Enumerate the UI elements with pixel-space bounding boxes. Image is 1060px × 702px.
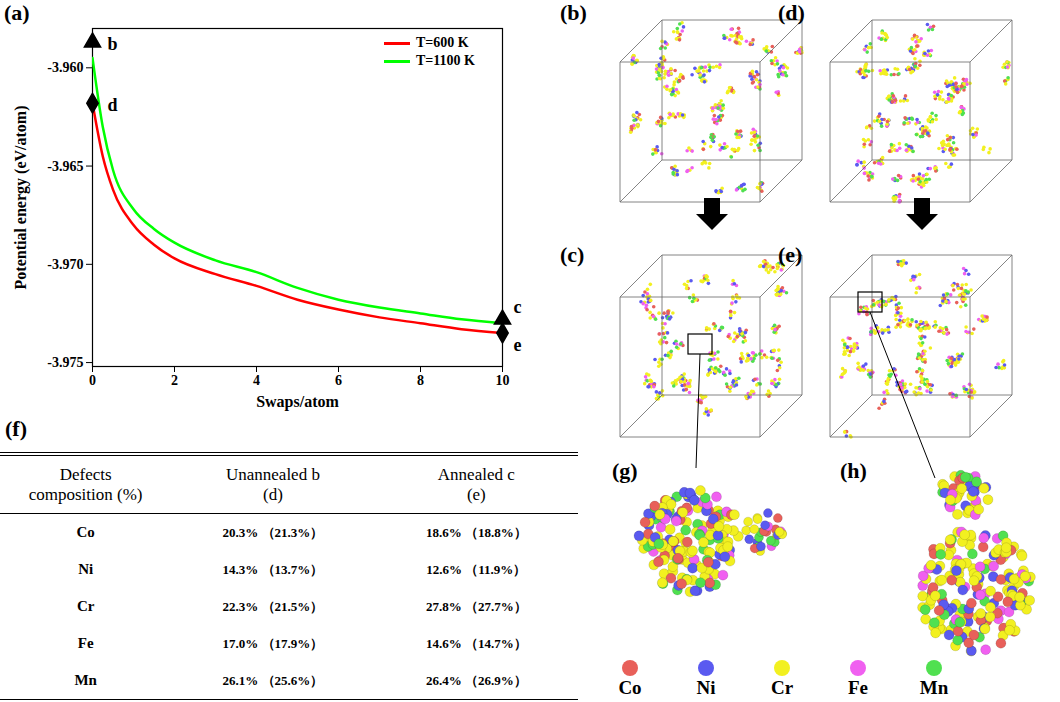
svg-text:6: 6 xyxy=(335,373,342,388)
html-text:27.8% （27.7%）: 27.8% （27.7%） xyxy=(425,598,527,614)
html-text:20.3% （21.3%）: 20.3% （21.3%） xyxy=(222,524,324,540)
svg-text:0: 0 xyxy=(89,373,96,388)
html-text:Co: Co xyxy=(76,524,95,540)
svg-text:(g): (g) xyxy=(612,458,638,483)
svg-text:10: 10 xyxy=(496,373,510,388)
html-text:Annealed c (e): Annealed c (e) xyxy=(437,464,515,504)
html-text:T=1100 K: T=1100 K xyxy=(416,53,475,68)
svg-text:8: 8 xyxy=(417,373,424,388)
html-text:14.3% （13.7%）: 14.3% （13.7%） xyxy=(222,561,324,577)
svg-text:e: e xyxy=(514,335,522,355)
svg-text:-3.975: -3.975 xyxy=(47,355,83,370)
html-text:26.1% （25.6%）: 26.1% （25.6%） xyxy=(222,672,324,688)
svg-text:4: 4 xyxy=(253,373,260,388)
html-text:(a): (a) xyxy=(4,0,30,25)
svg-text:Co: Co xyxy=(618,677,641,698)
html-text:Cr: Cr xyxy=(76,598,95,614)
svg-text:Fe: Fe xyxy=(848,677,868,698)
svg-text:2: 2 xyxy=(171,373,178,388)
svg-text:-3.970: -3.970 xyxy=(47,257,83,272)
html-text:12.6% （11.9%）: 12.6% （11.9%） xyxy=(426,561,527,577)
html-text:T=600 K: T=600 K xyxy=(416,35,469,50)
html-text:18.6% （18.8%）: 18.6% （18.8%） xyxy=(425,524,527,540)
html-text:Ni: Ni xyxy=(78,561,94,577)
html-text:22.3% （21.5%）: 22.3% （21.5%） xyxy=(222,598,324,614)
html-text:Mn: Mn xyxy=(74,672,97,688)
html-text:14.6% （14.7%）: 14.6% （14.7%） xyxy=(425,635,527,651)
svg-text:b: b xyxy=(107,34,117,54)
svg-text:(b): (b) xyxy=(560,0,587,25)
svg-text:(e): (e) xyxy=(778,242,802,267)
svg-text:Swaps/atom: Swaps/atom xyxy=(256,393,339,411)
svg-text:Cr: Cr xyxy=(771,677,794,698)
svg-text:c: c xyxy=(514,297,522,317)
svg-text:Potential energy (eV/atom): Potential energy (eV/atom) xyxy=(12,106,30,290)
svg-text:d: d xyxy=(107,95,117,115)
svg-text:(h): (h) xyxy=(840,458,867,483)
svg-text:Mn: Mn xyxy=(920,677,949,698)
html-text:Unannealed b (d): Unannealed b (d) xyxy=(226,464,320,504)
svg-text:Ni: Ni xyxy=(697,677,716,698)
html-text:Defects composition (%): Defects composition (%) xyxy=(28,464,143,504)
html-text:(f): (f) xyxy=(5,416,27,441)
svg-text:(d): (d) xyxy=(778,0,805,25)
svg-text:-3.965: -3.965 xyxy=(47,159,83,174)
html-text:26.4% （26.9%）: 26.4% （26.9%） xyxy=(425,672,527,688)
svg-text:(c): (c) xyxy=(560,242,584,267)
svg-text:-3.960: -3.960 xyxy=(47,60,83,75)
html-text:17.0% （17.9%）: 17.0% （17.9%） xyxy=(222,635,324,651)
html-text:Fe: Fe xyxy=(77,635,94,651)
